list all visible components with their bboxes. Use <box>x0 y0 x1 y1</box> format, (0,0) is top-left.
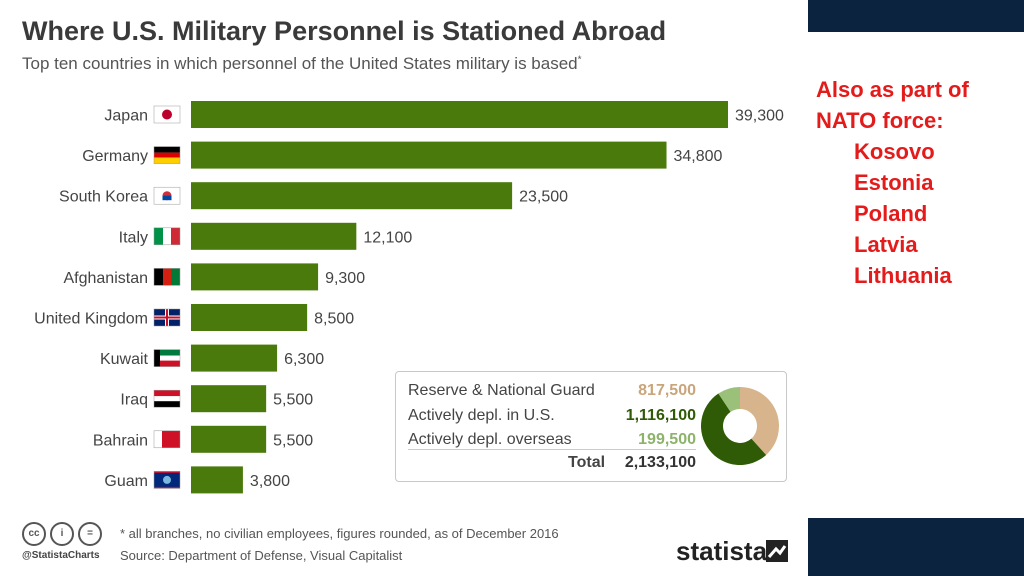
bar-chart: Japan 39,300 Germany 34,800 South Korea 23,50… <box>34 101 784 494</box>
statista-logo-icon <box>766 540 788 562</box>
bar <box>191 222 357 250</box>
category-label: United Kingdom <box>34 311 148 328</box>
bar <box>191 385 267 413</box>
value-label: 23,500 <box>519 189 568 206</box>
guam-flag-icon <box>153 471 181 489</box>
footnote: * all branches, no civilian employees, f… <box>120 526 559 541</box>
kuwait-flag-icon <box>153 349 181 367</box>
value-label: 9,300 <box>325 270 365 287</box>
nato-item: Latvia <box>854 232 918 257</box>
united-kingdom-flag-icon <box>153 308 181 327</box>
chart-title: Where U.S. Military Personnel is Station… <box>22 16 667 46</box>
bar <box>191 141 667 169</box>
attribution-icon: i <box>50 522 74 546</box>
nato-item: Poland <box>854 201 928 226</box>
source-note: Source: Department of Defense, Visual Ca… <box>120 548 403 563</box>
value-label: 12,100 <box>363 229 412 246</box>
side-panel: Also as part of NATO force: Kosovo Eston… <box>808 0 1024 576</box>
legend-active-us-value: 1,116,100 <box>625 407 696 424</box>
germany-flag-icon <box>153 146 181 164</box>
creative-commons-icon: cc <box>22 522 46 546</box>
footer: cc i = @StatistaCharts * all branches, no … <box>0 516 808 576</box>
bar <box>191 101 728 128</box>
value-label: 5,500 <box>273 432 313 449</box>
donut-slice <box>740 387 779 455</box>
total-value: 2,133,100 <box>624 454 696 471</box>
bar <box>191 304 308 331</box>
value-label: 6,300 <box>284 351 324 368</box>
donut-chart <box>701 387 779 465</box>
total-divider <box>408 449 696 450</box>
donut-slice <box>718 387 740 412</box>
category-label: Japan <box>104 108 148 125</box>
donut-slice <box>701 393 767 465</box>
chart-subtitle: Top ten countries in which personnel of … <box>22 54 582 73</box>
category-label: South Korea <box>59 189 148 206</box>
legend-active-us-label: Actively depl. in U.S. <box>408 407 555 424</box>
category-label: Bahrain <box>93 432 148 449</box>
total-label: Total <box>568 454 606 471</box>
category-label: Italy <box>119 229 148 246</box>
nato-note: Also as part of NATO force: Kosovo Eston… <box>816 74 986 291</box>
bar <box>191 344 278 372</box>
bar <box>191 466 243 494</box>
license-icons: cc i = <box>22 522 106 546</box>
category-label: Germany <box>82 148 148 165</box>
value-label: 3,800 <box>250 473 290 490</box>
legend-overseas-label: Actively depl. overseas <box>408 431 572 448</box>
nato-item: Kosovo <box>854 139 935 164</box>
no-derivatives-icon: = <box>78 522 102 546</box>
japan-flag-icon <box>153 105 181 124</box>
statista-logo: statista <box>676 536 768 566</box>
side-panel-bottom-bar <box>808 518 1024 576</box>
value-label: 39,300 <box>735 108 784 125</box>
legend-reserve-value: 817,500 <box>638 382 696 399</box>
bahrain-flag-icon <box>153 430 181 449</box>
category-label: Afghanistan <box>63 270 148 287</box>
infographic: Where U.S. Military Personnel is Station… <box>0 16 808 576</box>
bar <box>191 182 513 210</box>
bar <box>191 263 319 291</box>
nato-heading: Also as part of NATO force: <box>816 77 969 133</box>
south-korea-flag-icon <box>153 186 181 205</box>
value-label: 5,500 <box>273 392 313 409</box>
nato-item: Estonia <box>854 170 934 195</box>
afghanistan-flag-icon <box>153 268 181 286</box>
side-panel-top-bar <box>808 0 1024 32</box>
legend-overseas-value: 199,500 <box>638 431 696 448</box>
category-label: Iraq <box>120 392 148 409</box>
iraq-flag-icon <box>153 389 181 408</box>
twitter-handle: @StatistaCharts <box>22 550 100 561</box>
category-label: Kuwait <box>100 351 149 368</box>
personnel-breakdown-panel: Reserve & National Guard 817,500 Activel… <box>395 371 787 482</box>
value-label: 8,500 <box>314 311 354 328</box>
legend-reserve-label: Reserve & National Guard <box>408 382 595 399</box>
value-label: 34,800 <box>674 148 723 165</box>
nato-item: Lithuania <box>854 263 952 288</box>
bar <box>191 425 267 453</box>
italy-flag-icon <box>153 227 181 246</box>
category-label: Guam <box>104 473 148 490</box>
